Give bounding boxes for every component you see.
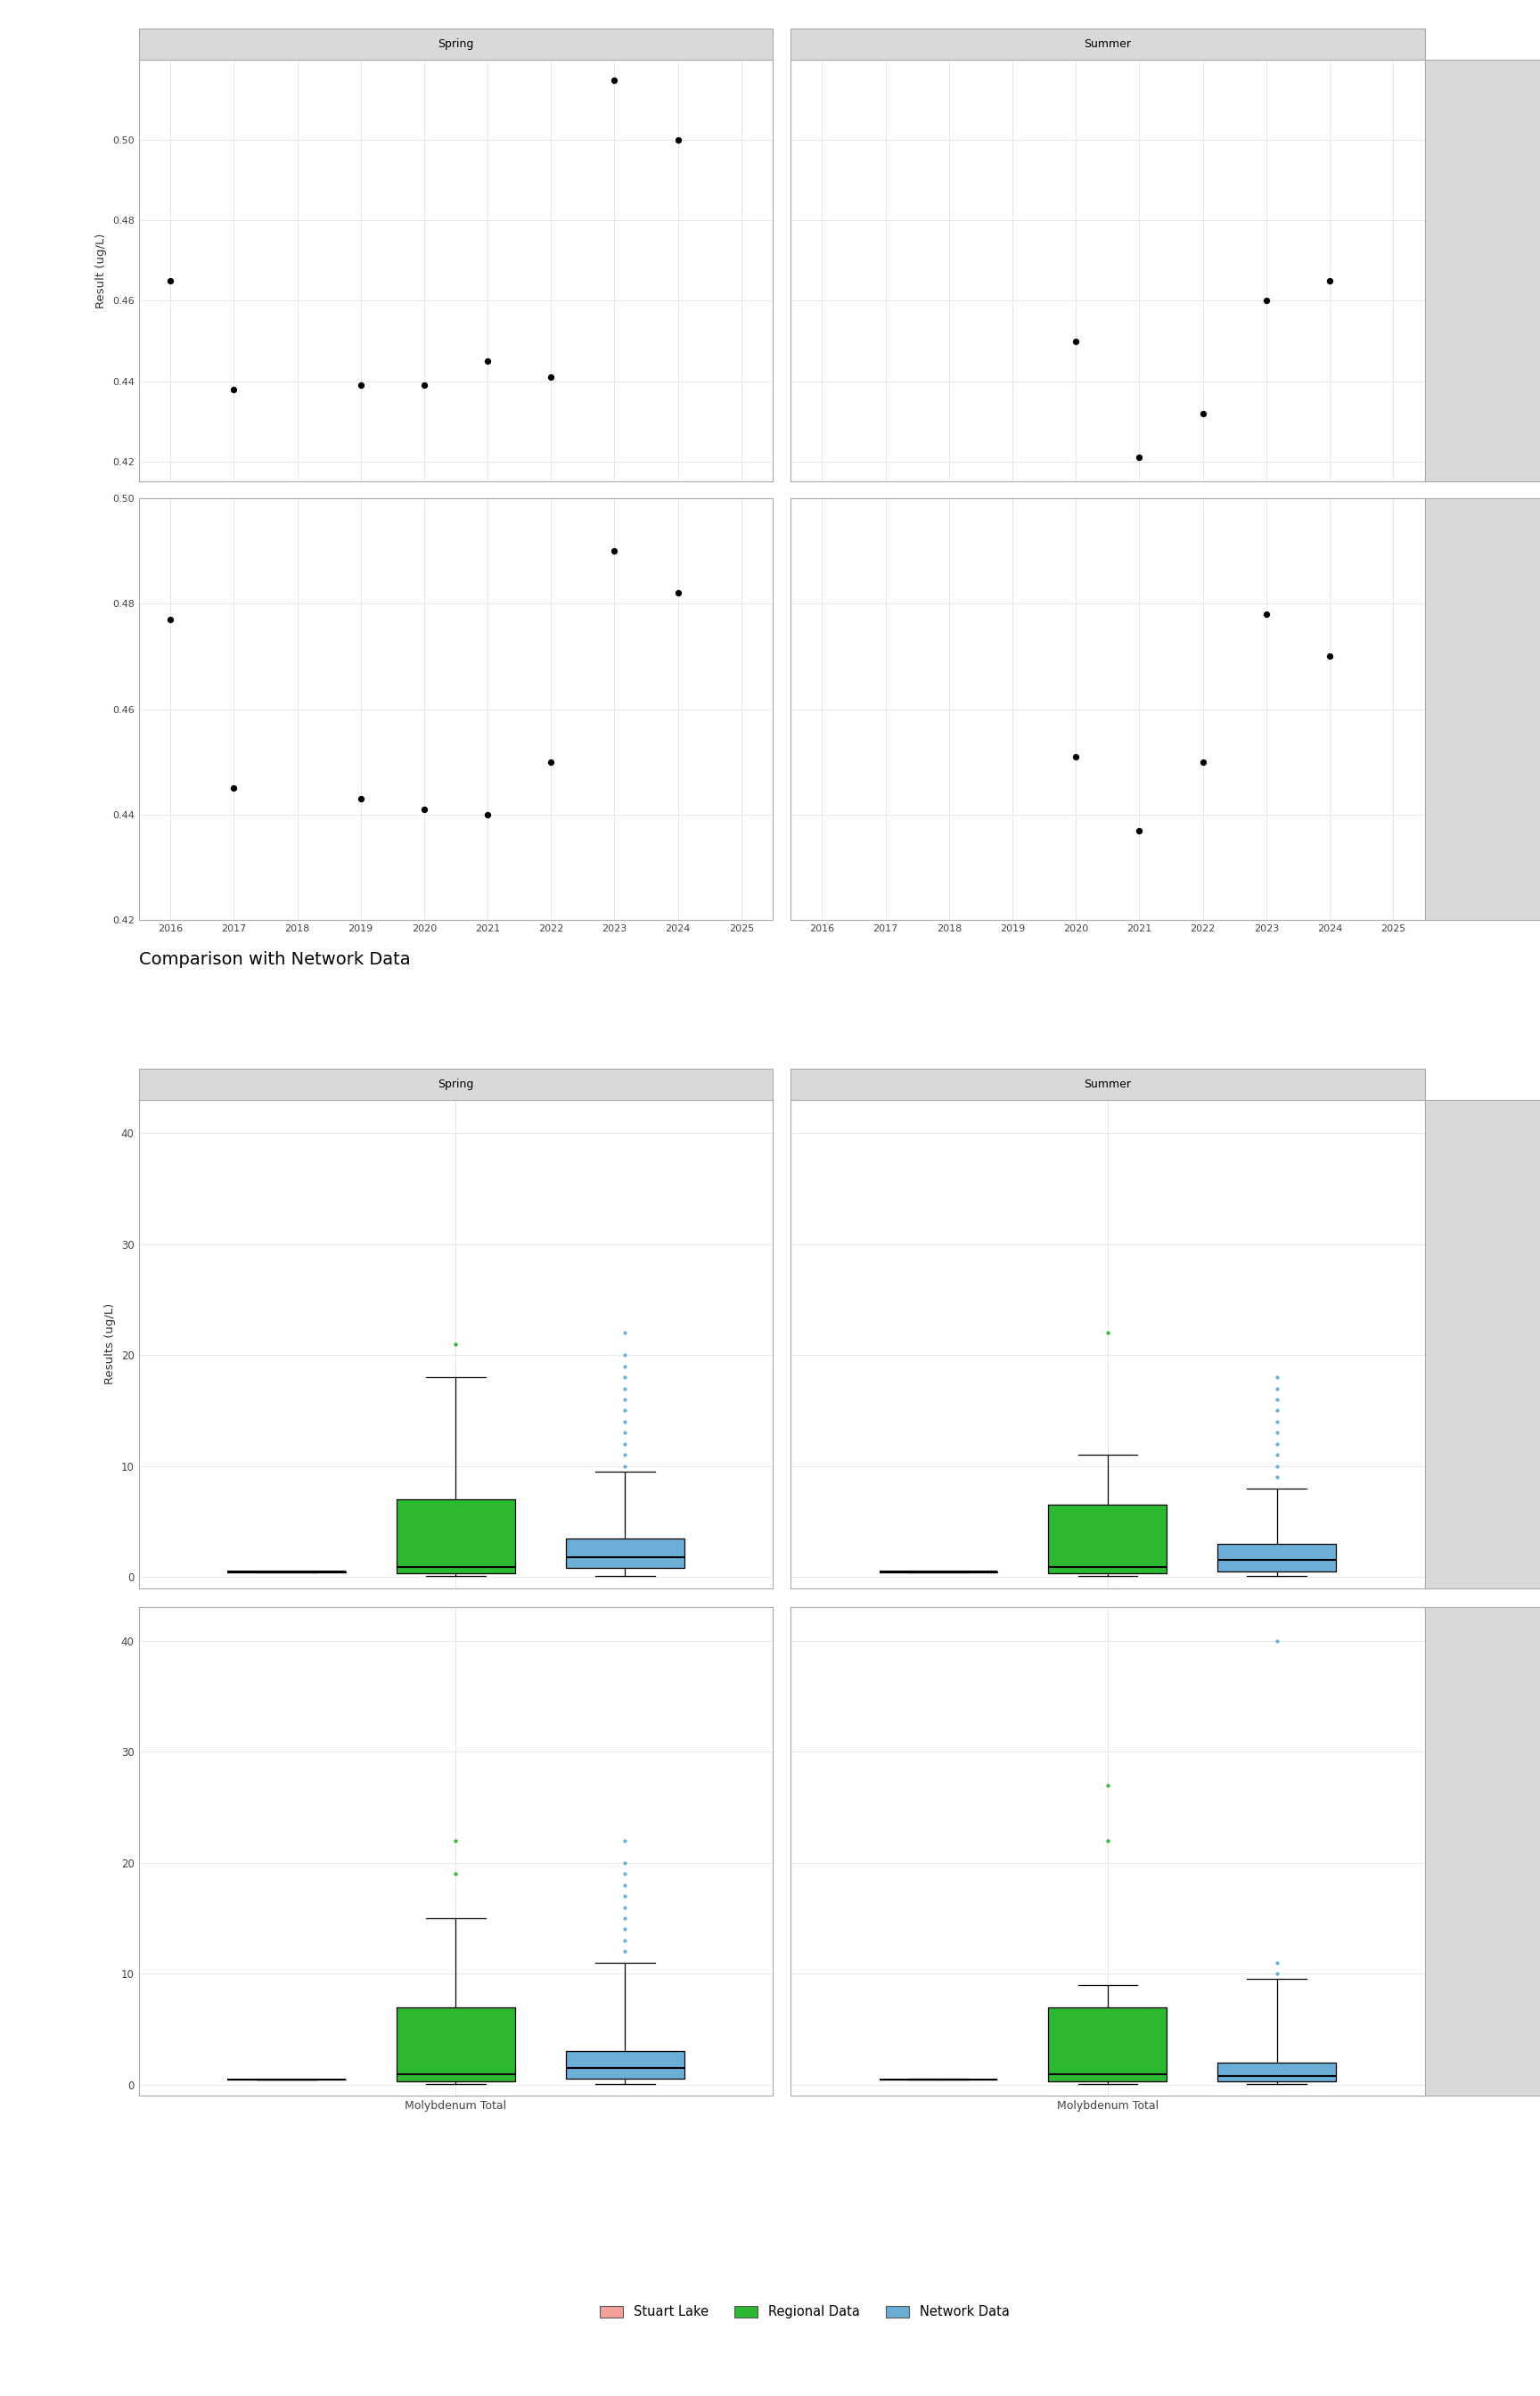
Point: [1127, 812, 1152, 851]
Point: [539, 357, 564, 395]
PathPatch shape: [565, 1538, 684, 1567]
Legend: Stuart Lake, Regional Data, Network Data: Stuart Lake, Regional Data, Network Data: [594, 2300, 1015, 2324]
PathPatch shape: [1218, 1543, 1337, 1572]
Point: [476, 343, 501, 381]
PathPatch shape: [565, 2051, 684, 2080]
Point: [1190, 743, 1215, 781]
Y-axis label: Results (ug/L): Results (ug/L): [105, 1303, 116, 1385]
Point: [602, 532, 627, 570]
Point: [411, 791, 436, 829]
Point: [539, 743, 564, 781]
Point: [476, 795, 501, 834]
Point: [1254, 283, 1278, 321]
PathPatch shape: [397, 1500, 514, 1574]
PathPatch shape: [1049, 2008, 1167, 2082]
Point: [1190, 393, 1215, 431]
Point: [1317, 637, 1341, 676]
Text: Summer: Summer: [1084, 38, 1132, 50]
Point: [222, 769, 246, 807]
Text: Spring: Spring: [437, 38, 474, 50]
Point: [159, 601, 183, 640]
Text: Spring: Spring: [437, 1078, 474, 1090]
Text: Summer: Summer: [1084, 1078, 1132, 1090]
Point: [159, 261, 183, 300]
Point: [665, 575, 690, 613]
Point: [602, 60, 627, 98]
Y-axis label: Result (ug/L): Result (ug/L): [95, 232, 108, 309]
Point: [1127, 438, 1152, 477]
Point: [1064, 321, 1089, 359]
PathPatch shape: [1049, 1505, 1167, 1574]
Point: [348, 367, 373, 405]
Point: [348, 779, 373, 817]
PathPatch shape: [1218, 2063, 1337, 2082]
Text: Comparison with Network Data: Comparison with Network Data: [139, 951, 410, 968]
Point: [665, 122, 690, 161]
PathPatch shape: [397, 2008, 514, 2082]
Point: [1254, 594, 1278, 633]
Point: [1317, 261, 1341, 300]
Point: [411, 367, 436, 405]
Point: [222, 369, 246, 407]
Point: [1064, 738, 1089, 776]
